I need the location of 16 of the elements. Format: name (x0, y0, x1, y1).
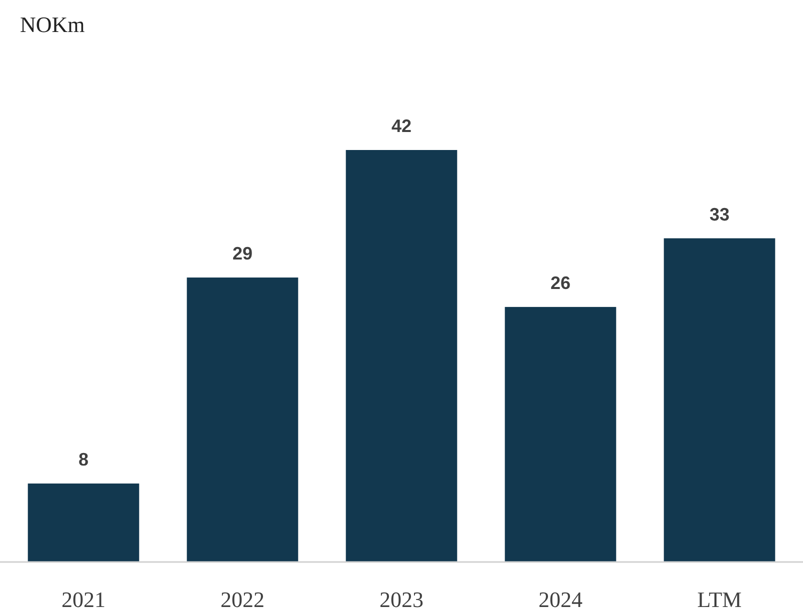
data-label: 29 (232, 244, 253, 264)
data-label: 33 (709, 204, 730, 224)
text: NOKm (20, 12, 85, 37)
x-tick-label: 2021 (62, 587, 106, 612)
data-label: 26 (550, 272, 571, 293)
x-tick-label: 2022 (220, 587, 264, 612)
x-tick-label: 2023 (380, 587, 424, 612)
x-tick-label: LTM (697, 587, 742, 612)
bar (186, 278, 298, 562)
bar (664, 238, 776, 562)
bar (346, 150, 458, 562)
bar (504, 306, 616, 562)
data-label: 42 (391, 116, 412, 136)
bar (28, 484, 140, 562)
data-label: 8 (78, 450, 89, 470)
x-tick-label: 2024 (538, 587, 582, 612)
